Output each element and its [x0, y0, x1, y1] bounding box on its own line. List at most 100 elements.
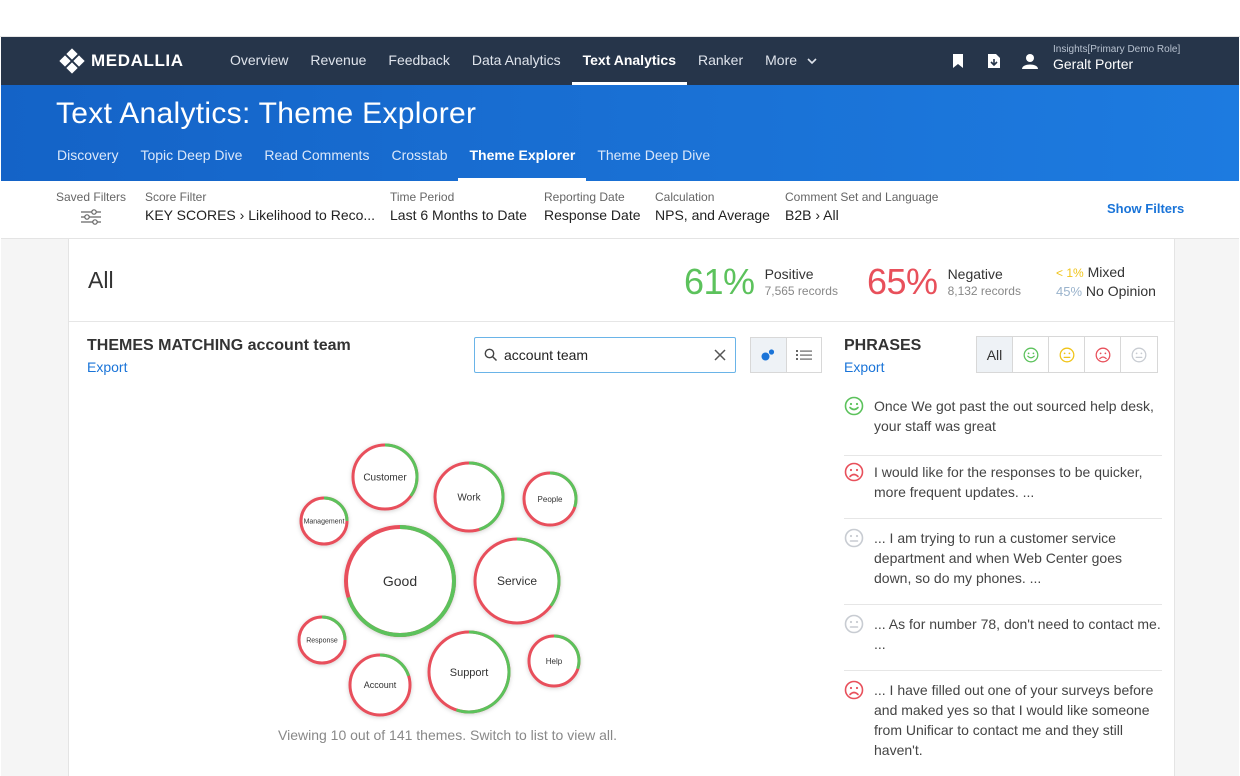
other-sentiment-summary: < 1% Mixed 45% No Opinion	[1056, 263, 1156, 301]
nav-ranker[interactable]: Ranker	[687, 37, 754, 85]
negative-label: Negative	[947, 266, 1003, 282]
theme-bubble-help[interactable]: Help	[527, 634, 581, 688]
neutral-face-icon	[844, 528, 864, 548]
themes-export-link[interactable]: Export	[87, 359, 128, 375]
bubble-positive-arc	[348, 653, 412, 717]
smile-icon	[1023, 347, 1038, 362]
phrases-export-link[interactable]: Export	[844, 359, 885, 375]
tab-label: Theme Explorer	[469, 147, 576, 163]
nav-text-analytics[interactable]: Text Analytics	[571, 37, 688, 85]
phrase-text: Once We got past the out sourced help de…	[874, 398, 1154, 434]
theme-bubble-good[interactable]: Good	[344, 525, 456, 637]
search-input[interactable]: account team	[504, 347, 589, 363]
phrase-text: I would like for the responses to be qui…	[874, 464, 1143, 500]
viewing-caption: Viewing 10 out of 141 themes. Switch to …	[278, 727, 618, 743]
filter-all-button[interactable]: All	[977, 337, 1013, 372]
bubble-view-button[interactable]	[751, 338, 787, 372]
filter-label: Score Filter	[145, 190, 207, 204]
filter-negative-button[interactable]	[1085, 337, 1121, 372]
phrase-item[interactable]: I would like for the responses to be qui…	[844, 462, 1162, 519]
nav-more[interactable]: More	[754, 37, 828, 85]
filter-label: Time Period	[390, 190, 455, 204]
tab-crosstab[interactable]: Crosstab	[380, 143, 458, 181]
frown-icon	[844, 680, 864, 700]
user-icon[interactable]	[1021, 51, 1039, 71]
comment-set-filter[interactable]: Comment Set and Language B2B › All	[785, 190, 938, 223]
brand-logo[interactable]: MEDALLIA	[59, 48, 184, 74]
nav-label: Feedback	[388, 52, 450, 68]
nav-data-analytics[interactable]: Data Analytics	[461, 37, 572, 85]
mixed-row: < 1% Mixed	[1056, 263, 1156, 282]
medallia-logo-icon	[59, 48, 85, 74]
theme-bubble-people[interactable]: People	[522, 471, 578, 527]
list-view-button[interactable]	[787, 338, 822, 372]
phrase-text: ... As for number 78, don't need to cont…	[874, 616, 1161, 652]
user-name: Geralt Porter	[1053, 56, 1134, 72]
calculation-filter[interactable]: Calculation NPS, and Average	[655, 190, 770, 223]
tab-topic-deep-dive[interactable]: Topic Deep Dive	[129, 143, 253, 181]
clear-search-icon[interactable]	[714, 349, 726, 361]
user-role: Insights[Primary Demo Role]	[1053, 44, 1181, 55]
theme-bubble-management[interactable]: Management	[299, 496, 349, 546]
neutral-face-icon	[1131, 347, 1147, 362]
bubble-label: Customer	[363, 473, 407, 484]
phrase-item[interactable]: ... I am trying to run a customer servic…	[844, 528, 1162, 605]
theme-bubble-customer[interactable]: Customer	[351, 443, 419, 511]
filter-label: Calculation	[655, 190, 715, 204]
frown-icon	[1095, 347, 1110, 362]
bubble-positive-arc	[433, 461, 505, 533]
sentiment-filter: All	[976, 336, 1158, 373]
sliders-icon	[81, 209, 101, 225]
positive-percent: 61%	[684, 261, 755, 302]
score-filter[interactable]: Score Filter KEY SCORES › Likelihood to …	[145, 190, 375, 223]
filter-bar: Saved Filters Score Filter KEY SCORES › …	[1, 181, 1239, 239]
frown-icon	[844, 462, 864, 482]
tab-theme-explorer[interactable]: Theme Explorer	[458, 143, 587, 181]
bubble-label: People	[538, 495, 563, 504]
phrase-text: ... I have filled out one of your survey…	[874, 682, 1154, 758]
bubble-label: Management	[304, 518, 345, 525]
chevron-down-icon	[807, 58, 817, 65]
view-toggle	[750, 337, 822, 373]
no-opinion-percent: 45%	[1056, 284, 1083, 299]
time-period-filter[interactable]: Time Period Last 6 Months to Date	[390, 190, 527, 223]
filter-value: B2B › All	[785, 207, 839, 223]
filter-mixed-button[interactable]	[1049, 337, 1085, 372]
tab-discovery[interactable]: Discovery	[46, 143, 129, 181]
filter-positive-button[interactable]	[1013, 337, 1049, 372]
theme-bubble-work[interactable]: Work	[433, 461, 505, 533]
filter-value: NPS, and Average	[655, 207, 770, 223]
phrase-item[interactable]: Once We got past the out sourced help de…	[844, 396, 1162, 456]
negative-percent: 65%	[867, 261, 938, 302]
tab-theme-deep-dive[interactable]: Theme Deep Dive	[586, 143, 721, 181]
theme-bubble-account[interactable]: Account	[348, 653, 412, 717]
bubble-label: Work	[457, 493, 481, 504]
tab-read-comments[interactable]: Read Comments	[253, 143, 380, 181]
reporting-date-filter[interactable]: Reporting Date Response Date	[544, 190, 641, 223]
no-opinion-row: 45% No Opinion	[1056, 282, 1156, 301]
search-icon	[484, 348, 498, 362]
smile-icon	[844, 396, 864, 416]
theme-bubble-support[interactable]: Support	[427, 630, 511, 714]
phrase-item[interactable]: ... As for number 78, don't need to cont…	[844, 614, 1162, 671]
nav-feedback[interactable]: Feedback	[377, 37, 460, 85]
nav-overview[interactable]: Overview	[219, 37, 299, 85]
bubble-positive-arc	[522, 471, 578, 527]
filter-neutral-button[interactable]	[1121, 337, 1157, 372]
window-chrome	[0, 0, 1240, 37]
show-filters-button[interactable]: Show Filters	[1107, 201, 1185, 216]
bookmark-icon[interactable]	[949, 51, 967, 71]
theme-bubble-service[interactable]: Service	[473, 537, 561, 625]
theme-search-field[interactable]: account team	[474, 337, 736, 373]
bubble-positive-arc	[473, 537, 561, 625]
saved-filters[interactable]: Saved Filters	[56, 190, 126, 230]
phrase-item[interactable]: ... I have filled out one of your survey…	[844, 680, 1162, 770]
user-menu[interactable]: Insights[Primary Demo Role] Geralt Porte…	[1053, 44, 1180, 72]
nav-label: Revenue	[310, 52, 367, 68]
filter-label: Comment Set and Language	[785, 190, 939, 204]
mixed-label: Mixed	[1087, 264, 1125, 280]
export-icon[interactable]	[985, 51, 1003, 71]
nav-revenue[interactable]: Revenue	[299, 37, 377, 85]
filter-value: Last 6 Months to Date	[390, 207, 527, 223]
theme-bubble-response[interactable]: Response	[297, 615, 347, 665]
